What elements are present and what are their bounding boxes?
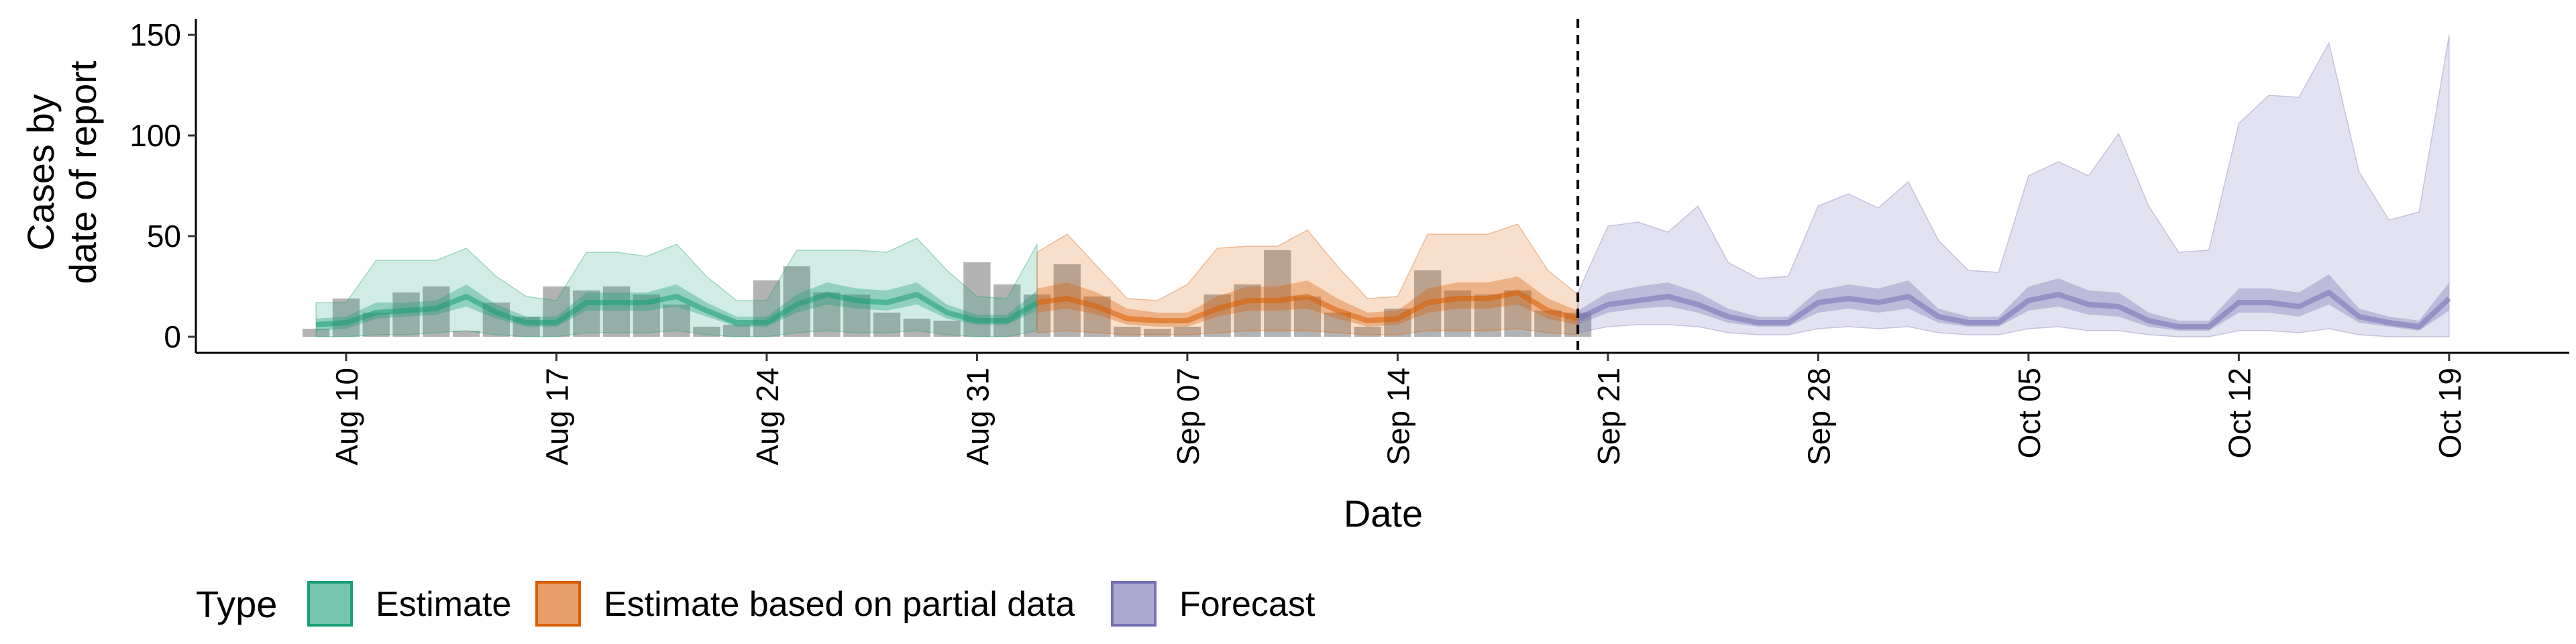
x-tick-label: Sep 14 — [1381, 368, 1415, 466]
y-axis-title-line-2: date of report — [62, 60, 104, 284]
observed-bar — [873, 313, 901, 337]
x-tick-label: Aug 31 — [960, 368, 995, 466]
observed-bar — [933, 321, 961, 337]
x-tick-label: Oct 19 — [2432, 368, 2467, 459]
x-tick-label: Sep 28 — [1801, 368, 1836, 466]
y-axis-title: Cases by date of report — [19, 60, 104, 284]
observed-bar — [753, 280, 781, 337]
x-tick-label: Sep 21 — [1591, 368, 1626, 466]
observed-bar — [994, 284, 1021, 337]
observed-bar — [1173, 327, 1201, 337]
observed-bar — [722, 325, 751, 337]
observed-bar — [452, 331, 480, 337]
x-axis-title: Date — [1344, 492, 1423, 535]
x-tick-label: Oct 12 — [2222, 368, 2257, 459]
observed-bar — [1143, 329, 1171, 337]
median-line-2 — [1576, 290, 2451, 329]
observed-bar — [1324, 313, 1351, 337]
observed-bar — [573, 290, 600, 337]
x-tick-label: Aug 24 — [750, 368, 785, 466]
observed-bar — [1474, 294, 1501, 337]
observed-bar — [903, 319, 930, 337]
band-90-1 — [1036, 223, 1578, 335]
observed-bar — [1234, 284, 1261, 337]
y-tick-label: 100 — [129, 118, 181, 153]
x-tick-label: Sep 07 — [1171, 368, 1205, 466]
legend-key-1 — [535, 581, 581, 627]
legend-label-2: Forecast — [1179, 585, 1316, 624]
observed-bar — [543, 286, 570, 337]
legend-title: Type — [196, 583, 277, 625]
y-tick-label: 0 — [164, 319, 181, 354]
observed-bar — [602, 286, 631, 337]
y-tick-label: 50 — [147, 219, 181, 254]
median-line-0 — [315, 292, 1039, 327]
legend-label-0: Estimate — [376, 585, 511, 624]
y-axis-title-line-1: Cases by — [19, 94, 62, 250]
x-tick-label: Oct 05 — [2012, 368, 2047, 459]
observed-bar — [392, 292, 420, 337]
ribbon-bands — [315, 34, 2450, 337]
axes: 0 50 100 150 Aug 10 Aug 17 Aug 24 Aug 31 Sep 07 S… — [129, 17, 2569, 466]
median-line-1 — [1036, 290, 1579, 323]
legend: Type Estimate Estimate based on partial d… — [196, 581, 1316, 627]
median-lines — [315, 290, 2451, 329]
legend-label-1: Estimate based on partial data — [604, 585, 1075, 624]
y-tick-label: 150 — [129, 17, 181, 52]
band-50-0 — [316, 282, 1038, 331]
observed-bar — [302, 329, 330, 337]
observed-bar — [1114, 327, 1141, 337]
x-tick-label: Aug 10 — [329, 368, 364, 466]
x-tick-label: Aug 17 — [539, 368, 574, 466]
observed-bar — [1203, 294, 1231, 337]
observed-bar — [963, 262, 991, 337]
legend-key-2 — [1111, 581, 1157, 627]
legend-key-0 — [307, 581, 353, 627]
observed-bar — [1354, 327, 1381, 337]
band-90-2 — [1577, 34, 2450, 337]
observed-bar — [1264, 250, 1291, 337]
observed-bar — [663, 305, 690, 337]
observed-bar — [693, 327, 720, 337]
band-50-1 — [1037, 276, 1578, 327]
